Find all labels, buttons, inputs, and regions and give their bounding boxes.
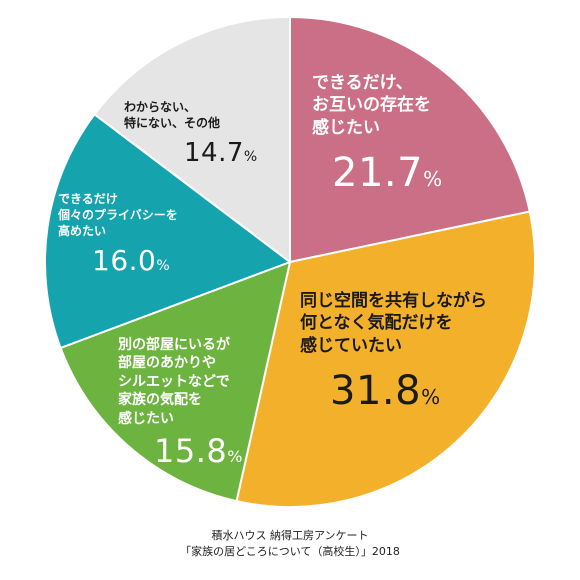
slice-label-1: 同じ空間を共有しながら 何となく気配だけを 感じていたい 31.8% xyxy=(300,290,487,418)
slice-value-2: 15.8% xyxy=(154,432,243,471)
slice-label-0: できるだけ、 お互いの存在を 感じたい 21.7% xyxy=(312,72,442,200)
pie-slice-1 xyxy=(235,210,536,508)
slice-value-1: 31.8% xyxy=(330,368,441,415)
slice-label-4: わからない、 特にない、その他 14.7% xyxy=(124,100,257,170)
slice-label-text-2: 別の部屋にいるが 部屋のあかりや シルエットなどで 家族の気配を 感じたい xyxy=(118,337,230,427)
slice-label-2: 別の部屋にいるが 部屋のあかりや シルエットなどで 家族の気配を 感じたい 15.8% xyxy=(118,336,242,473)
slice-label-text-3: できるだけ 個々のプライバシーを 高めたい xyxy=(58,192,178,238)
slice-label-3: できるだけ 個々のプライバシーを 高めたい 16.0% xyxy=(58,192,178,280)
pie-slice-3 xyxy=(44,113,291,349)
slice-value-3: 16.0% xyxy=(92,244,170,278)
source-line-1: 積水ハウス 納得工房アンケート xyxy=(211,529,369,542)
pie-slice-2 xyxy=(59,261,291,503)
pie-slice-4 xyxy=(93,16,291,263)
source-caption: 積水ハウス 納得工房アンケート 「家族の居どころについて（高校生）」2018 xyxy=(0,528,580,560)
slice-value-0: 21.7% xyxy=(332,150,443,197)
pie-slice-0 xyxy=(289,16,531,263)
source-line-2: 「家族の居どころについて（高校生）」2018 xyxy=(180,544,400,558)
slice-label-text-0: できるだけ、 お互いの存在を 感じたい xyxy=(312,73,431,138)
slice-label-text-4: わからない、 特にない、その他 xyxy=(124,100,221,130)
slice-value-4: 14.7% xyxy=(184,137,258,168)
slice-label-text-1: 同じ空間を共有しながら 何となく気配だけを 感じていたい xyxy=(300,291,487,356)
